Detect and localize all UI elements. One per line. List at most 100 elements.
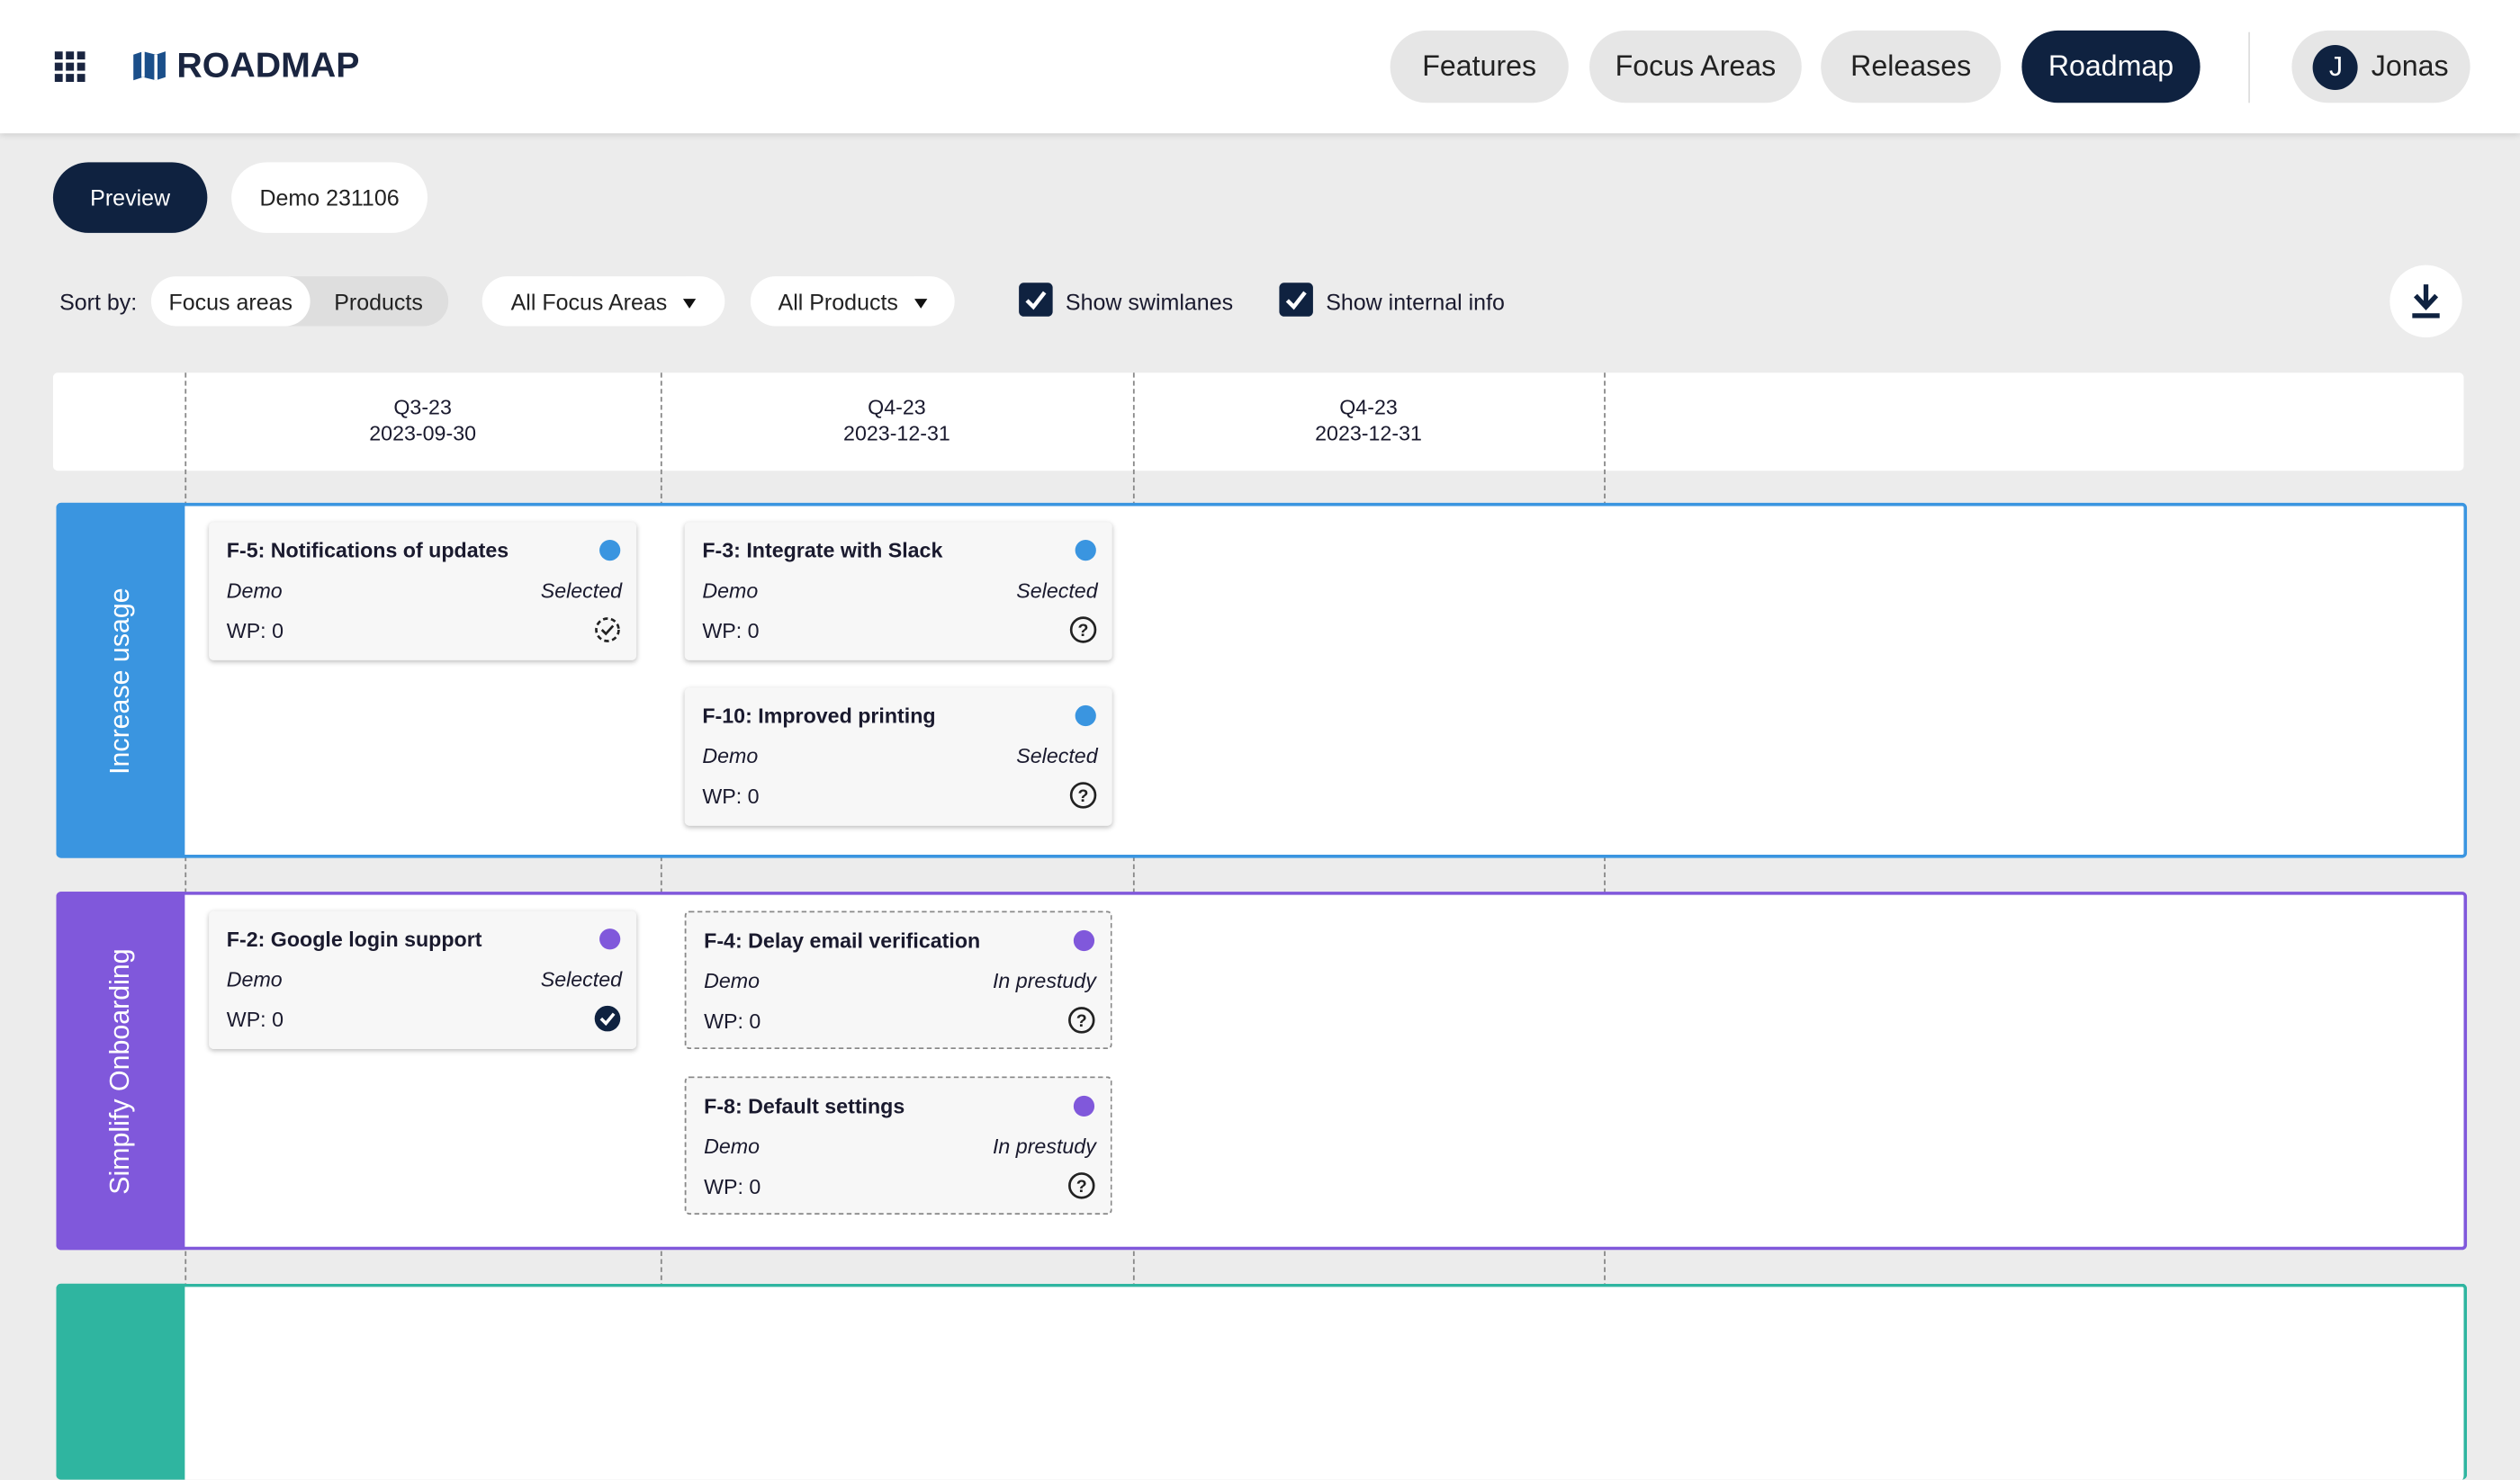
svg-text:?: ? [1076,1177,1087,1197]
swimlane-name: Simplify Onboarding [104,947,135,1194]
card-wp: WP: 0 [226,1007,284,1032]
column-divider [1132,372,1135,1386]
card-product: Demo [702,578,759,603]
status-dot [1073,1095,1095,1117]
status-icon: ? [1067,1006,1096,1035]
icon-help: ? [1069,782,1097,809]
card-title: F-2: Google login support [226,927,482,952]
status-dot [599,928,621,950]
feature-card[interactable]: F-3: Integrate with Slack Demo Selected WP:… [684,522,1112,660]
app-name: ROADMAP [176,44,360,85]
timeline-header [52,372,2464,471]
swimlane-label-bar: Increase usage [56,502,185,858]
filter-label: All Products [778,288,898,315]
svg-text:?: ? [1076,1011,1087,1031]
column-date: 2023-12-31 [843,420,950,445]
icon-help: ? [1068,1007,1095,1034]
status-dot [1075,539,1096,561]
user-menu[interactable]: J Jonas [2291,30,2470,103]
status-dot [599,539,621,561]
card-wp: WP: 0 [704,1174,761,1199]
tab[interactable]: Demo 231106 [231,162,428,233]
card-title: F-4: Delay email verification [704,928,981,953]
download-button[interactable] [2390,265,2462,337]
icon-check [594,1005,621,1032]
divider [2248,31,2250,103]
status-dot [1073,929,1095,952]
nav-button[interactable]: Focus Areas [1589,30,1802,103]
card-product: Demo [226,578,283,603]
filter-label: All Focus Areas [510,288,668,315]
status-icon: ? [1068,781,1097,810]
column-divider [1604,372,1606,1386]
column-date: 2023-09-30 [369,420,477,445]
card-status: Selected [540,966,623,991]
check-mark [1285,291,1307,310]
card-product: Demo [702,743,759,768]
card-title: F-10: Improved printing [702,704,936,728]
feature-card[interactable]: F-2: Google login support Demo Selected WP:… [209,910,637,1050]
card-status: Selected [540,578,623,603]
tab[interactable]: Preview [52,162,208,233]
checkbox-label: Show swimlanes [1065,289,1234,315]
swimlane [56,1283,2468,1480]
card-product: Demo [704,968,760,993]
swimlane-name: Increase usage [104,587,135,775]
filter-dropdown[interactable]: All Focus Areas [482,276,725,327]
avatar: J [2313,44,2359,90]
card-title: F-5: Notifications of updates [226,538,509,562]
column-quarter: Q4-23 [1339,395,1398,420]
nav-button[interactable]: Roadmap [2021,30,2200,103]
checkbox[interactable] [1279,283,1313,317]
filter-dropdown[interactable]: All Products [750,276,955,327]
card-status: In prestudy [992,968,1096,993]
card-title: F-3: Integrate with Slack [702,538,943,562]
column-date: 2023-12-31 [1315,420,1422,445]
apps-icon[interactable] [54,51,86,83]
feature-card[interactable]: F-10: Improved printing Demo Selected WP: 0… [684,687,1112,826]
feature-card[interactable]: F-4: Delay email verification Demo In pres… [684,910,1112,1050]
feature-card[interactable]: F-8: Default settings Demo In prestudy WP: … [684,1076,1112,1215]
check-mark [1025,291,1047,310]
card-product: Demo [704,1134,760,1159]
column-divider [660,372,662,1386]
column-quarter: Q3-23 [393,395,452,420]
swimlane-label-bar: Simplify Onboarding [56,892,185,1251]
svg-text:?: ? [1078,621,1089,641]
sort-option[interactable]: Focus areas [150,276,310,327]
sort-option[interactable]: Products [334,288,423,315]
svg-text:?: ? [1078,786,1089,806]
card-product: Demo [226,966,283,991]
card-wp: WP: 0 [226,618,284,643]
card-status: Selected [1016,578,1098,603]
caret [914,299,928,309]
sort-label: Sort by: [59,289,138,315]
nav-button[interactable]: Releases [1821,30,2002,103]
column-divider [184,372,187,1386]
card-wp: WP: 0 [704,1009,761,1034]
download-icon [2412,284,2440,318]
user-name: Jonas [2371,49,2449,83]
card-status: Selected [1016,743,1098,768]
icon-check-dashed [595,617,620,642]
card-status: In prestudy [992,1134,1096,1159]
caret [683,299,697,309]
status-dot [1075,704,1096,727]
column-quarter: Q4-23 [868,395,926,420]
nav-button[interactable]: Features [1390,30,1569,103]
checkbox[interactable] [1019,283,1053,317]
icon-help: ? [1068,1172,1095,1199]
status-icon: ? [1068,615,1097,644]
card-title: F-8: Default settings [704,1094,905,1118]
swimlane-label-bar [56,1283,185,1480]
card-wp: WP: 0 [702,784,760,809]
icon-help: ? [1069,616,1097,643]
status-icon: ? [1067,1171,1096,1200]
checkbox-label: Show internal info [1326,289,1505,315]
feature-card[interactable]: F-5: Notifications of updates Demo Selecte… [209,522,637,660]
status-icon [593,615,622,644]
card-wp: WP: 0 [702,618,760,643]
status-icon [593,1004,622,1033]
